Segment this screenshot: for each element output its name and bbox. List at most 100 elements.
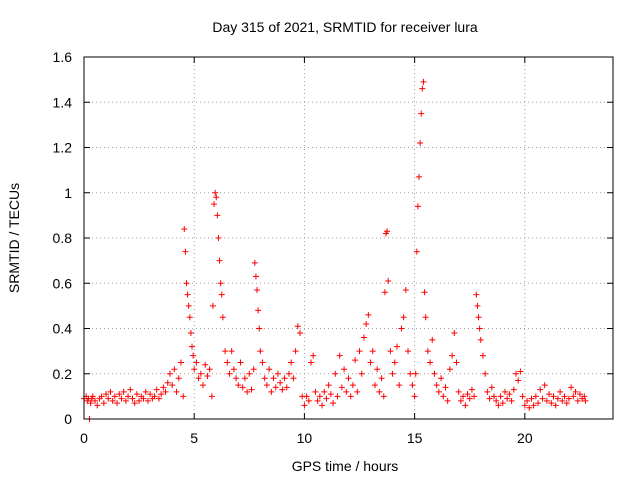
data-point <box>111 393 118 400</box>
data-point <box>94 402 101 409</box>
data-point <box>186 314 193 321</box>
data-point <box>268 388 275 395</box>
data-point <box>316 393 323 400</box>
data-point <box>92 397 99 404</box>
data-point <box>563 400 570 407</box>
data-point <box>519 393 526 400</box>
data-point <box>414 203 421 210</box>
data-point <box>369 348 376 355</box>
data-point <box>208 393 215 400</box>
data-point <box>561 393 568 400</box>
data-point <box>550 393 557 400</box>
data-point <box>160 384 167 391</box>
data-point <box>345 375 352 382</box>
data-point <box>189 343 196 350</box>
data-point <box>125 393 132 400</box>
data-point <box>89 393 96 400</box>
data-point <box>453 359 460 366</box>
data-point <box>151 393 158 400</box>
data-point <box>116 391 123 398</box>
data-point <box>319 402 326 409</box>
data-point <box>475 314 482 321</box>
y-tick-label: 0.6 <box>53 275 73 291</box>
data-point <box>409 382 416 389</box>
data-point <box>277 379 284 386</box>
data-point <box>413 248 420 255</box>
data-point <box>457 397 464 404</box>
data-point <box>543 397 550 404</box>
x-axis-label: GPS time / hours <box>292 458 399 474</box>
data-point <box>358 370 365 377</box>
data-point <box>466 395 473 402</box>
data-point <box>343 388 350 395</box>
y-tick-label: 0.8 <box>53 230 73 246</box>
y-tick-label: 0.4 <box>53 321 73 337</box>
data-point <box>155 395 162 402</box>
data-point <box>248 386 255 393</box>
data-point <box>235 382 242 389</box>
data-point <box>166 370 173 377</box>
data-point <box>310 352 317 359</box>
data-point <box>294 323 301 330</box>
data-point <box>521 402 528 409</box>
data-point <box>216 257 223 264</box>
data-point <box>387 348 394 355</box>
data-point <box>495 402 502 409</box>
data-points <box>81 78 589 422</box>
data-point <box>327 391 334 398</box>
data-point <box>200 382 207 389</box>
data-point <box>261 375 268 382</box>
data-point <box>389 370 396 377</box>
data-point <box>474 302 481 309</box>
data-point <box>228 348 235 355</box>
data-point <box>334 393 341 400</box>
data-point <box>325 382 332 389</box>
data-point <box>384 228 391 235</box>
data-point <box>171 366 178 373</box>
data-point <box>433 382 440 389</box>
data-point <box>497 393 504 400</box>
data-point <box>131 400 138 407</box>
data-point <box>360 334 367 341</box>
data-point <box>417 139 424 146</box>
x-tick-label: 10 <box>297 430 313 446</box>
data-point <box>429 336 436 343</box>
data-point <box>524 397 531 404</box>
data-point <box>251 259 258 266</box>
data-point <box>213 194 220 201</box>
data-point <box>381 289 388 296</box>
data-point <box>177 359 184 366</box>
data-point <box>136 397 143 404</box>
y-tick-label: 1.6 <box>53 49 73 65</box>
data-point <box>349 382 356 389</box>
data-point <box>250 366 257 373</box>
data-point <box>477 336 484 343</box>
data-point <box>380 393 387 400</box>
data-point <box>488 384 495 391</box>
data-point <box>180 393 187 400</box>
data-point <box>412 370 419 377</box>
data-point <box>402 287 409 294</box>
data-point <box>446 366 453 373</box>
data-point <box>416 173 423 180</box>
data-point <box>471 393 478 400</box>
data-point <box>479 352 486 359</box>
data-point <box>109 397 116 404</box>
data-point <box>297 330 304 337</box>
data-point <box>292 348 299 355</box>
x-tick-label: 15 <box>407 430 423 446</box>
data-point <box>539 395 546 402</box>
data-point <box>484 388 491 395</box>
data-point <box>314 397 321 404</box>
data-point <box>263 382 270 389</box>
data-point <box>396 382 403 389</box>
data-point <box>288 359 295 366</box>
data-point <box>272 384 279 391</box>
data-point <box>118 395 125 402</box>
data-point <box>312 388 319 395</box>
data-point <box>114 400 121 407</box>
data-point <box>183 280 190 287</box>
data-point <box>144 397 151 404</box>
data-point <box>321 388 328 395</box>
